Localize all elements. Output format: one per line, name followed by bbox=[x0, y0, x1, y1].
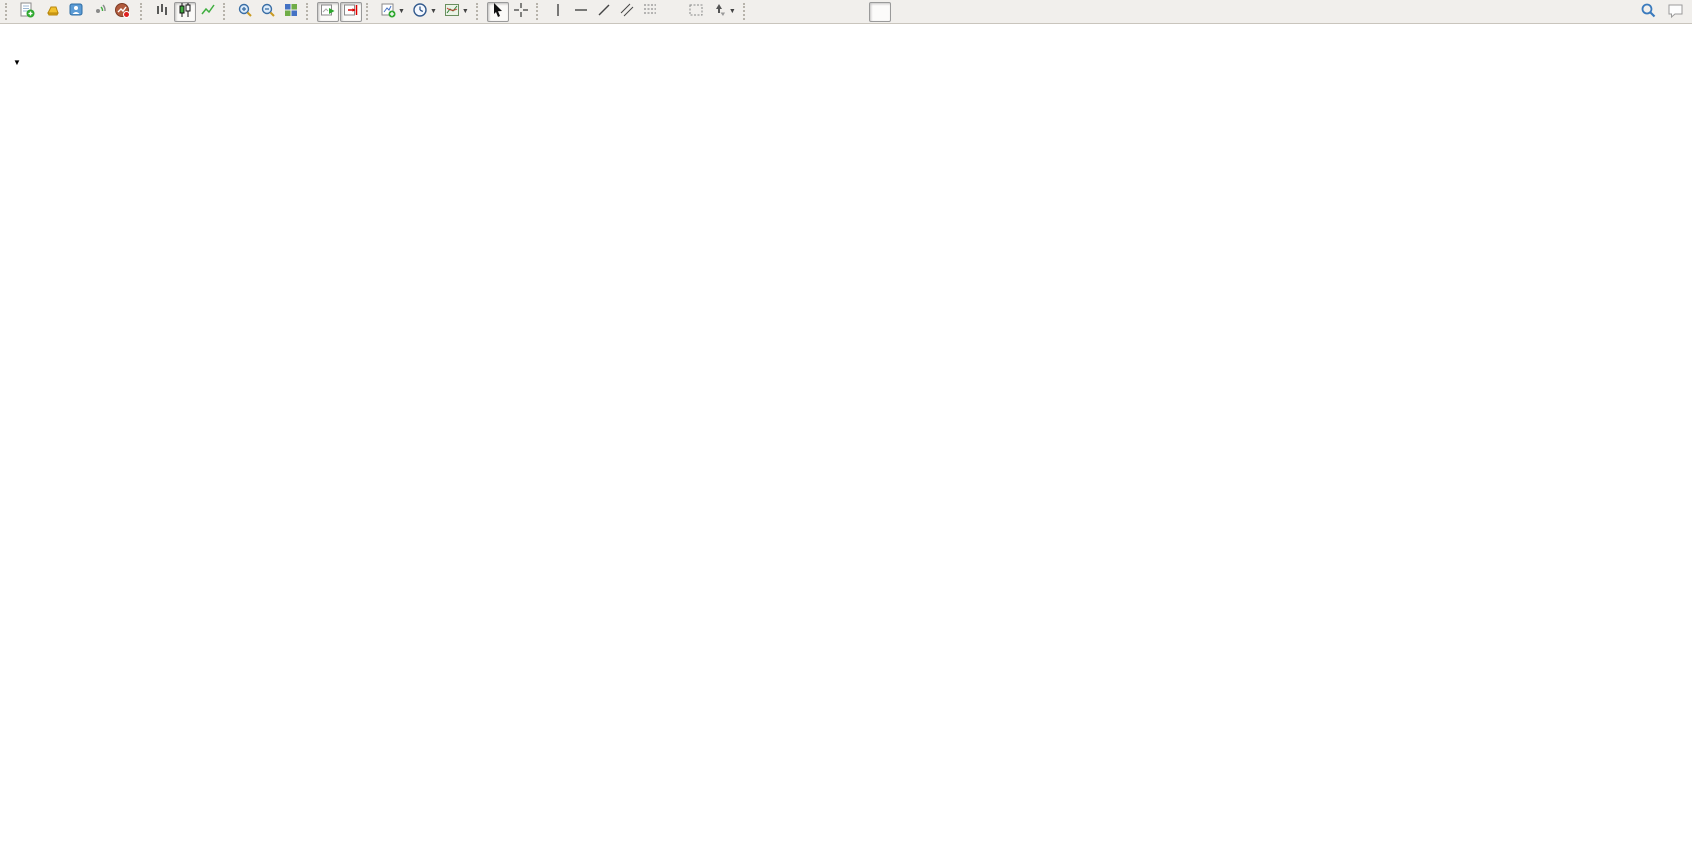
tab-timeframe-h4[interactable] bbox=[868, 1, 891, 22]
toolbar-grip[interactable] bbox=[535, 3, 543, 20]
new-order-button[interactable] bbox=[16, 2, 41, 22]
rsi-indicator-title bbox=[13, 722, 18, 734]
crosshair-tool-button[interactable] bbox=[510, 2, 532, 22]
chevron-down-icon: ▼ bbox=[429, 8, 437, 15]
toolbar-grip[interactable] bbox=[5, 3, 12, 20]
main-toolbar: ▼ ▼ ▼ ▼ bbox=[0, 0, 1692, 24]
cursor-icon bbox=[490, 2, 506, 21]
text-label-tool-button[interactable] bbox=[685, 2, 707, 22]
chart-shift-button[interactable] bbox=[340, 1, 362, 22]
auto-scroll-icon bbox=[320, 2, 336, 21]
chart-canvas bbox=[0, 25, 1692, 850]
templates-button[interactable]: ▼ bbox=[441, 2, 472, 22]
autotrading-button[interactable] bbox=[111, 2, 136, 22]
trendline-tool-button[interactable] bbox=[593, 2, 615, 22]
signals-icon bbox=[91, 2, 107, 21]
tab-timeframe-w1[interactable] bbox=[915, 2, 937, 22]
toolbar-grip[interactable] bbox=[140, 3, 147, 20]
new-chart-icon bbox=[380, 2, 396, 21]
tab-timeframe-m15[interactable] bbox=[800, 2, 822, 22]
tab-timeframe-mn[interactable] bbox=[938, 2, 960, 22]
cursor-tool-button[interactable] bbox=[486, 1, 509, 22]
chevron-down-icon: ▼ bbox=[728, 8, 736, 15]
periods-button[interactable]: ▼ bbox=[409, 2, 440, 22]
autotrading-icon bbox=[114, 2, 130, 21]
tab-timeframe-d1[interactable] bbox=[892, 2, 914, 22]
clock-icon bbox=[412, 2, 428, 21]
search-icon bbox=[1640, 2, 1657, 22]
line-chart-icon bbox=[200, 2, 216, 21]
gold-bar-icon bbox=[45, 2, 61, 21]
template-icon bbox=[444, 2, 460, 21]
zoom-out-icon bbox=[260, 2, 276, 21]
tile-windows-button[interactable] bbox=[280, 2, 302, 22]
candlestick-chart-button[interactable] bbox=[174, 1, 196, 22]
bar-chart-icon bbox=[154, 2, 170, 21]
chart-info-line[interactable]: ▼ bbox=[13, 55, 45, 69]
notifications-button[interactable] bbox=[1664, 2, 1688, 22]
line-chart-button[interactable] bbox=[197, 2, 219, 22]
gold-bar-button[interactable] bbox=[42, 2, 64, 22]
chat-bubble-icon bbox=[1667, 2, 1685, 22]
tab-timeframe-m5[interactable] bbox=[777, 2, 799, 22]
fibonacci-icon bbox=[642, 2, 658, 21]
toolbar-grip[interactable] bbox=[742, 3, 750, 20]
signals-button[interactable] bbox=[88, 2, 110, 22]
arrows-icon bbox=[711, 2, 727, 21]
crosshair-icon bbox=[513, 2, 529, 21]
tab-timeframe-m30[interactable] bbox=[823, 2, 845, 22]
macd-indicator-title bbox=[13, 604, 23, 616]
web-terminal-button[interactable] bbox=[65, 2, 87, 22]
toolbar-grip[interactable] bbox=[475, 3, 483, 20]
zoom-out-button[interactable] bbox=[257, 2, 279, 22]
channel-icon bbox=[619, 2, 635, 21]
chart-window: ▼ bbox=[0, 25, 1692, 850]
tab-timeframe-m1[interactable] bbox=[754, 2, 776, 22]
toolbar-grip[interactable] bbox=[366, 3, 373, 20]
candlestick-chart-icon bbox=[177, 2, 193, 21]
zoom-in-icon bbox=[237, 2, 253, 21]
horizontal-line-tool-button[interactable] bbox=[570, 2, 592, 22]
arrows-tool-button[interactable]: ▼ bbox=[708, 2, 739, 22]
fibonacci-tool-button[interactable] bbox=[639, 2, 661, 22]
text-tool-icon bbox=[665, 2, 681, 21]
chevron-down-icon: ▼ bbox=[398, 8, 405, 15]
vertical-line-tool-button[interactable] bbox=[547, 2, 569, 22]
search-button[interactable] bbox=[1637, 2, 1660, 22]
chart-shift-icon bbox=[343, 2, 359, 21]
tab-timeframe-h1[interactable] bbox=[846, 2, 868, 22]
text-label-icon bbox=[688, 2, 704, 21]
chevron-down-icon: ▼ bbox=[461, 8, 469, 15]
horizontal-line-icon bbox=[573, 2, 589, 21]
zoom-in-button[interactable] bbox=[234, 2, 256, 22]
tile-windows-icon bbox=[283, 2, 299, 21]
equidistant-channel-tool-button[interactable] bbox=[616, 2, 638, 22]
new-order-icon bbox=[19, 2, 35, 21]
toolbar-grip[interactable] bbox=[223, 3, 230, 20]
new-chart-button[interactable]: ▼ bbox=[377, 2, 408, 22]
vertical-line-icon bbox=[550, 2, 566, 21]
bar-chart-button[interactable] bbox=[151, 2, 173, 22]
web-terminal-icon bbox=[68, 2, 84, 21]
one-click-trading-arrow[interactable]: ▼ bbox=[13, 58, 21, 67]
toolbar-grip[interactable] bbox=[306, 3, 313, 20]
text-tool-button[interactable] bbox=[662, 2, 684, 22]
auto-scroll-button[interactable] bbox=[317, 1, 339, 22]
trendline-icon bbox=[596, 2, 612, 21]
